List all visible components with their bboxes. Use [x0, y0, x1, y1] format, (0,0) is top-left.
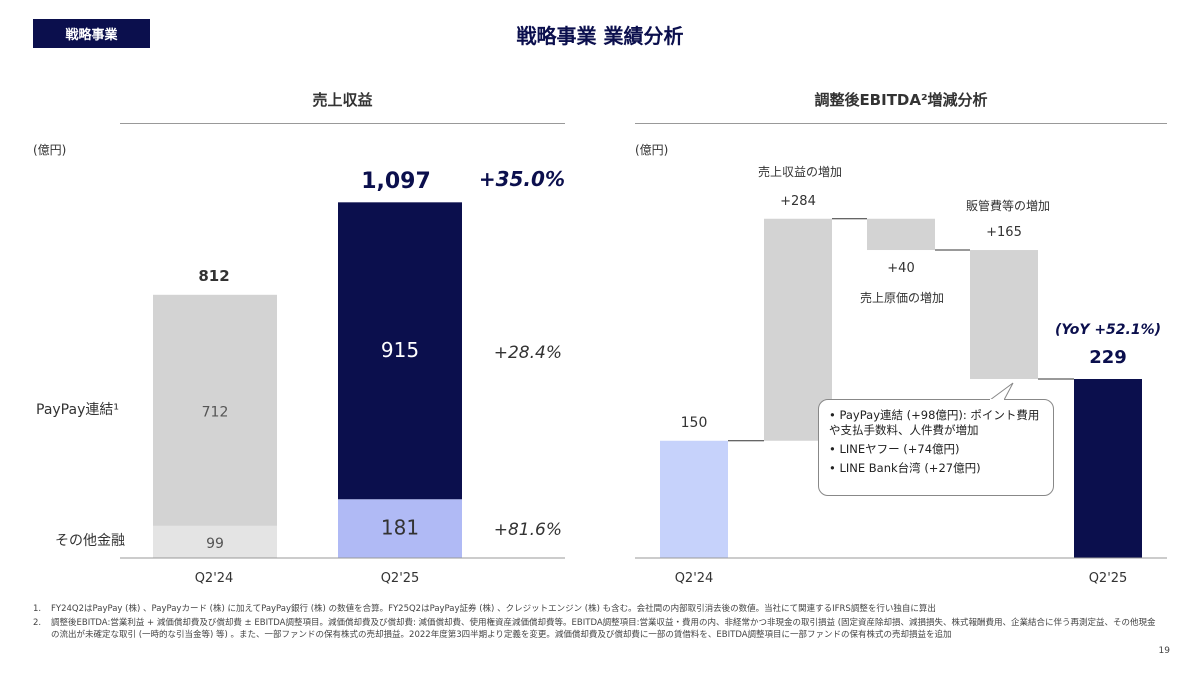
page-number: 19 — [1158, 646, 1170, 656]
waterfall-value-label-2: +40 — [887, 261, 914, 276]
waterfall-value-label-4: 229 — [1089, 347, 1127, 368]
bar-paypay-q224 — [153, 294, 277, 526]
callout-item-paypay: • PayPay連結 (+98億円): ポイント費用や支払手数料、人件費が増加 — [829, 408, 1040, 437]
total-growth-label: +35.0% — [479, 167, 565, 191]
bar-paypay-q225 — [338, 202, 462, 500]
callout-item-lineyahoo: • LINEヤフー (+74億円) — [829, 442, 960, 456]
page-title: 戦略事業 業績分析 — [516, 24, 684, 48]
waterfall-value-label-0: 150 — [681, 415, 708, 431]
waterfall-annotation-1: 売上収益の増加 — [758, 164, 842, 179]
waterfall-bar-0 — [660, 440, 728, 558]
revenue-title-rule — [120, 123, 565, 124]
revenue-x-label-q225: Q2'25 — [381, 571, 420, 586]
waterfall-value-label-3: +165 — [986, 225, 1022, 240]
waterfall-annotation-2: 売上原価の増加 — [860, 290, 944, 305]
callout-pointer-mask — [990, 399, 1004, 402]
footnote-1: 1. FY24Q2はPayPay (株) 、PayPayカード (株) に加えてP… — [33, 604, 936, 614]
other-finance-growth-label: +81.6% — [494, 520, 562, 540]
bar-other-finance-q224 — [153, 525, 277, 558]
bar-other-finance-q225 — [338, 499, 462, 558]
waterfall-bar-3 — [970, 250, 1038, 379]
revenue-unit-label: (億円) — [33, 143, 67, 157]
waterfall-annotation-3: 販管費等の増加 — [966, 198, 1050, 213]
section-tag: 戦略事業 — [33, 19, 150, 48]
value-label-other-finance-q225: 181 — [381, 516, 419, 540]
legend-other-finance-label: その他金融 — [55, 533, 125, 549]
value-label-paypay-q225: 915 — [381, 338, 419, 362]
waterfall-x-label-0: Q2'24 — [675, 571, 714, 586]
waterfall-bar-2 — [867, 218, 935, 251]
ebitda-unit-label: (億円) — [635, 143, 669, 157]
total-label-q224: 812 — [198, 267, 229, 285]
ebitda-breakdown-callout: • PayPay連結 (+98億円): ポイント費用や支払手数料、人件費が増加 … — [818, 399, 1054, 496]
waterfall-x-label-4: Q2'25 — [1089, 571, 1128, 586]
ebitda-title-rule — [635, 123, 1167, 124]
yoy-growth-label: (YoY +52.1%) — [1055, 322, 1161, 338]
value-label-other-finance-q224: 99 — [206, 536, 224, 552]
ebitda-chart-title: 調整後EBITDA²増減分析 — [814, 91, 988, 109]
legend-paypay-label: PayPay連結¹ — [36, 402, 119, 418]
revenue-x-label-q224: Q2'24 — [195, 571, 234, 586]
revenue-chart-title: 売上収益 — [312, 91, 373, 109]
callout-item-linebank: • LINE Bank台湾 (+27億円) — [829, 461, 981, 475]
footnote-2: 2. 調整後EBITDA:営業利益 + 減価償却費及び償却費 ± EBITDA調整… — [33, 618, 1156, 640]
total-label-q225: 1,097 — [361, 169, 431, 194]
revenue-bars: 712 99 915 181 — [153, 202, 462, 558]
waterfall-bar-4 — [1074, 379, 1142, 558]
paypay-growth-label: +28.4% — [494, 343, 562, 363]
waterfall-value-label-1: +284 — [780, 194, 816, 209]
value-label-paypay-q224: 712 — [202, 404, 229, 420]
